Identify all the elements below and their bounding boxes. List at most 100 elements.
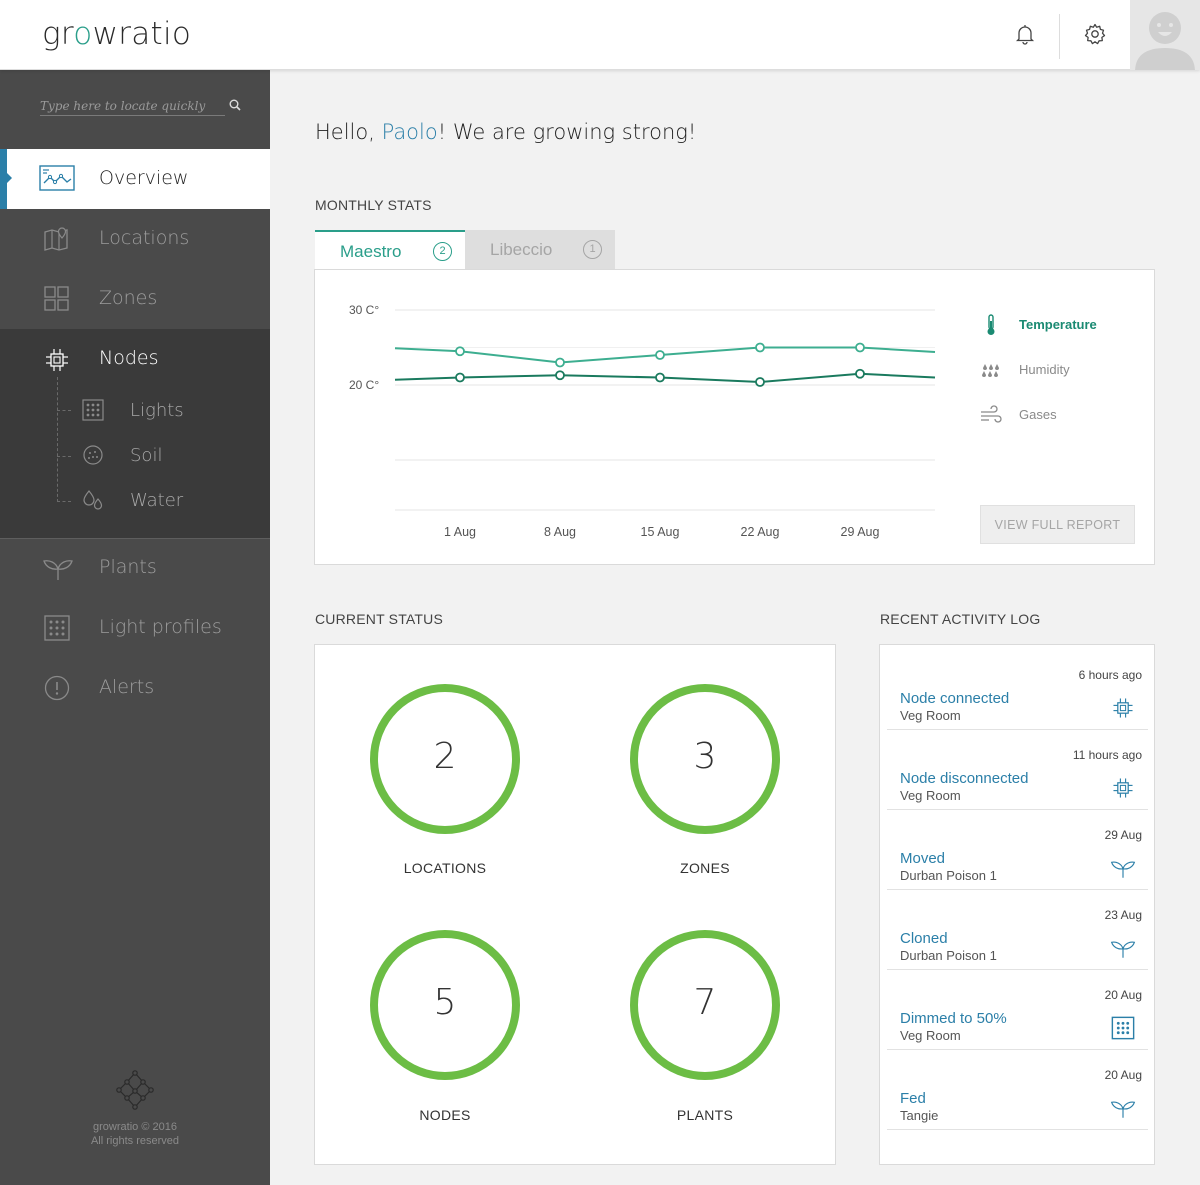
activity-subtitle: Durban Poison 1 — [900, 948, 997, 963]
plant-icon — [42, 554, 73, 582]
soil-icon — [82, 444, 104, 466]
tab-label: Maestro — [340, 242, 402, 261]
gear-icon[interactable] — [1083, 22, 1107, 46]
activity-item[interactable]: 11 hours ago Node disconnected Veg Room — [887, 730, 1148, 810]
light-grid-icon — [1110, 1015, 1136, 1041]
sidebar-item-water[interactable]: Water — [0, 481, 270, 521]
sidebar-item-nodes[interactable]: Nodes — [0, 329, 270, 389]
tree-connector — [57, 456, 71, 457]
temperature-chart: 30 C° 20 C° 1 Aug 8 Aug 15 Aug 22 Aug 29 Aug — [349, 303, 936, 539]
data-point — [455, 346, 465, 357]
activity-time: 11 hours ago — [1072, 748, 1142, 762]
activity-log-card: 6 hours ago Node connected Veg Room 11 h… — [879, 644, 1155, 1165]
tab-libeccio[interactable]: Libeccio 1 — [465, 230, 615, 270]
x-tick-label: 15 Aug — [641, 525, 680, 539]
monthly-stats-card: 30 C° 20 C° 1 Aug 8 Aug 15 Aug 22 Aug 29 Aug T… — [314, 269, 1155, 565]
view-full-report-button[interactable]: VIEW FULL REPORT — [980, 505, 1135, 544]
header-divider — [1059, 14, 1060, 59]
tab-count-badge: 2 — [433, 242, 452, 261]
activity-log-title: RECENT ACTIVITY LOG — [880, 611, 1041, 627]
activity-title: Cloned — [900, 930, 948, 947]
sidebar-item-lights[interactable]: Lights — [0, 391, 270, 431]
data-point — [655, 372, 665, 383]
x-tick-label: 29 Aug — [841, 525, 880, 539]
sidebar-item-label: Lights — [130, 400, 184, 421]
current-status-card: 2 LOCATIONS 3 ZONES 5 NODES 7 PLANTS — [314, 644, 836, 1165]
activity-time: 23 Aug — [1104, 908, 1142, 922]
activity-item[interactable]: 20 Aug Fed Tangie — [887, 1050, 1148, 1130]
stat-value: 5 — [433, 982, 457, 1023]
plant-icon — [1110, 1095, 1136, 1121]
series-line — [394, 346, 936, 364]
light-grid-icon — [82, 399, 104, 421]
sidebar-item-plants[interactable]: Plants — [0, 538, 270, 598]
water-drops-icon — [82, 489, 104, 511]
plants-count-ring[interactable]: 7 — [630, 930, 780, 1080]
data-point — [855, 342, 865, 353]
sidebar-footer: growratio © 2016 All rights reserved — [0, 1120, 270, 1148]
search-icon[interactable] — [228, 98, 242, 112]
tree-connector — [57, 501, 71, 502]
nodes-count-ring[interactable]: 5 — [370, 930, 520, 1080]
sidebar-item-light-profiles[interactable]: Light profiles — [0, 598, 270, 658]
node-chip-icon — [1110, 695, 1136, 721]
activity-time: 6 hours ago — [1078, 668, 1142, 682]
series-line — [394, 372, 936, 384]
y-tick-label: 20 C° — [349, 378, 379, 392]
plant-icon — [1110, 935, 1136, 961]
copyright-text: growratio © 2016 — [93, 1121, 177, 1133]
nodes-section: Nodes Lights Soil Water — [0, 329, 270, 538]
greeting: Hello, Paolo! We are growing strong! — [315, 120, 697, 144]
sidebar-item-label: Nodes — [99, 347, 159, 369]
sidebar-item-overview[interactable]: Overview — [0, 149, 270, 209]
search-input[interactable] — [40, 96, 225, 116]
sidebar-item-label: Alerts — [99, 676, 155, 698]
stat-value: 3 — [693, 736, 717, 777]
tab-label: Libeccio — [490, 240, 553, 259]
activity-time: 20 Aug — [1104, 988, 1142, 1002]
tab-maestro[interactable]: Maestro 2 — [315, 230, 465, 270]
sidebar-item-locations[interactable]: Locations — [0, 209, 270, 269]
thermometer-icon — [979, 313, 1003, 337]
bell-icon[interactable] — [1013, 22, 1037, 46]
data-point — [555, 370, 565, 381]
avatar[interactable] — [1130, 0, 1200, 70]
activity-item[interactable]: 6 hours ago Node connected Veg Room — [887, 650, 1148, 730]
sidebar-item-alerts[interactable]: Alerts — [0, 658, 270, 718]
activity-title: Dimmed to 50% — [900, 1010, 1007, 1027]
activity-item[interactable]: 29 Aug Moved Durban Poison 1 — [887, 810, 1148, 890]
light-profile-icon — [42, 614, 72, 642]
sidebar-item-soil[interactable]: Soil — [0, 436, 270, 476]
activity-subtitle: Veg Room — [900, 1028, 961, 1043]
data-point — [655, 350, 665, 360]
plant-icon — [1110, 855, 1136, 881]
sidebar-item-label: Light profiles — [99, 616, 222, 638]
legend-label: Humidity — [1019, 362, 1070, 377]
data-point — [755, 342, 765, 353]
x-tick-label: 1 Aug — [444, 525, 476, 539]
stat-value: 2 — [433, 736, 457, 777]
zones-grid-icon — [42, 285, 72, 313]
activity-item[interactable]: 23 Aug Cloned Durban Poison 1 — [887, 890, 1148, 970]
sidebar-item-label: Water — [130, 490, 184, 511]
activity-time: 20 Aug — [1104, 1068, 1142, 1082]
sidebar-item-zones[interactable]: Zones — [0, 269, 270, 329]
rights-text: All rights reserved — [90, 1135, 180, 1147]
map-icon — [42, 225, 72, 253]
activity-title: Fed — [900, 1090, 926, 1107]
locations-count-ring[interactable]: 2 — [370, 684, 520, 834]
zones-count-ring[interactable]: 3 — [630, 684, 780, 834]
growratio-logo[interactable]: growratio — [42, 16, 192, 52]
y-tick-label: 30 C° — [349, 303, 379, 317]
activity-item[interactable]: 20 Aug Dimmed to 50% Veg Room — [887, 970, 1148, 1050]
user-name[interactable]: Paolo — [381, 120, 438, 144]
humidity-drops-icon — [979, 358, 1003, 382]
legend-label: Temperature — [1019, 317, 1097, 332]
sidebar-divider — [0, 538, 270, 539]
data-point — [455, 372, 465, 383]
activity-subtitle: Tangie — [900, 1108, 939, 1123]
activity-subtitle: Veg Room — [900, 788, 961, 803]
sidebar-item-label: Plants — [99, 556, 157, 578]
overview-chart-icon — [39, 165, 75, 193]
sidebar-item-label: Soil — [130, 445, 163, 466]
